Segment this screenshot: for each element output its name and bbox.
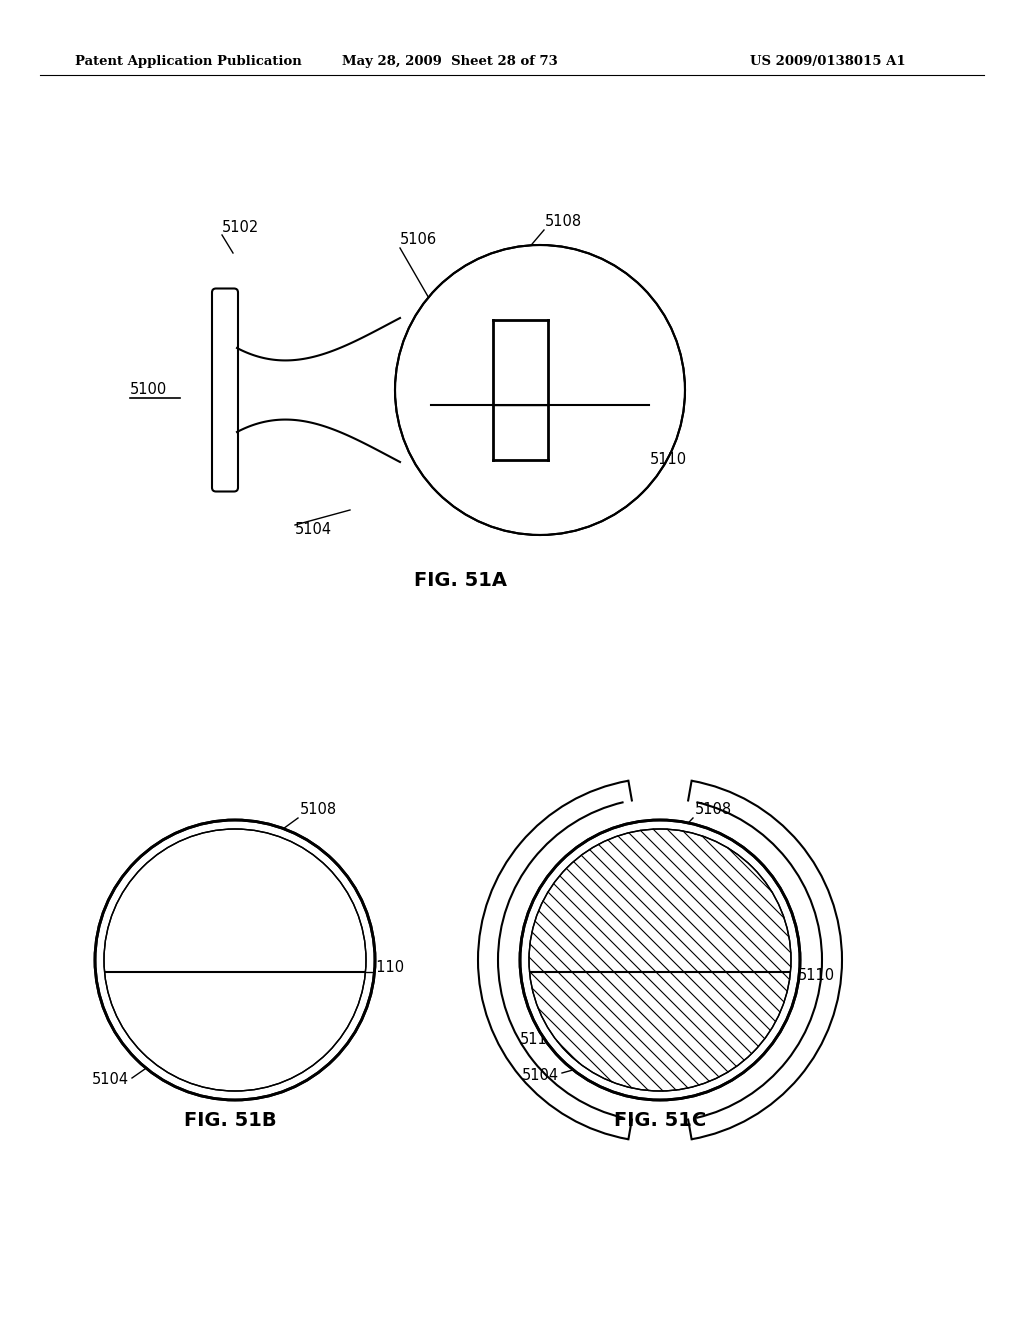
Text: 5104: 5104: [522, 1068, 559, 1082]
Circle shape: [395, 246, 685, 535]
Text: FIG. 51C: FIG. 51C: [613, 1110, 707, 1130]
Text: 5110: 5110: [798, 968, 836, 982]
Text: 5100: 5100: [130, 383, 167, 397]
FancyBboxPatch shape: [212, 289, 238, 491]
Text: 5104: 5104: [92, 1072, 129, 1088]
Text: US 2009/0138015 A1: US 2009/0138015 A1: [750, 55, 905, 69]
Text: 5110: 5110: [368, 961, 406, 975]
Bar: [493, 319, 548, 459]
Text: 5108: 5108: [695, 803, 732, 817]
Text: FIG. 51B: FIG. 51B: [183, 1110, 276, 1130]
Circle shape: [95, 820, 375, 1100]
Text: May 28, 2009  Sheet 28 of 73: May 28, 2009 Sheet 28 of 73: [342, 55, 558, 69]
Text: 5108: 5108: [300, 803, 337, 817]
Circle shape: [529, 829, 791, 1092]
Text: 5108: 5108: [545, 214, 582, 230]
Text: 5104: 5104: [295, 523, 332, 537]
Circle shape: [520, 820, 800, 1100]
Text: 5102: 5102: [222, 220, 259, 235]
Text: 5106: 5106: [400, 232, 437, 248]
Text: Patent Application Publication: Patent Application Publication: [75, 55, 302, 69]
Text: 5110: 5110: [650, 453, 687, 467]
Circle shape: [104, 829, 366, 1092]
Text: 5112: 5112: [520, 1032, 557, 1048]
Text: FIG. 51A: FIG. 51A: [414, 570, 507, 590]
